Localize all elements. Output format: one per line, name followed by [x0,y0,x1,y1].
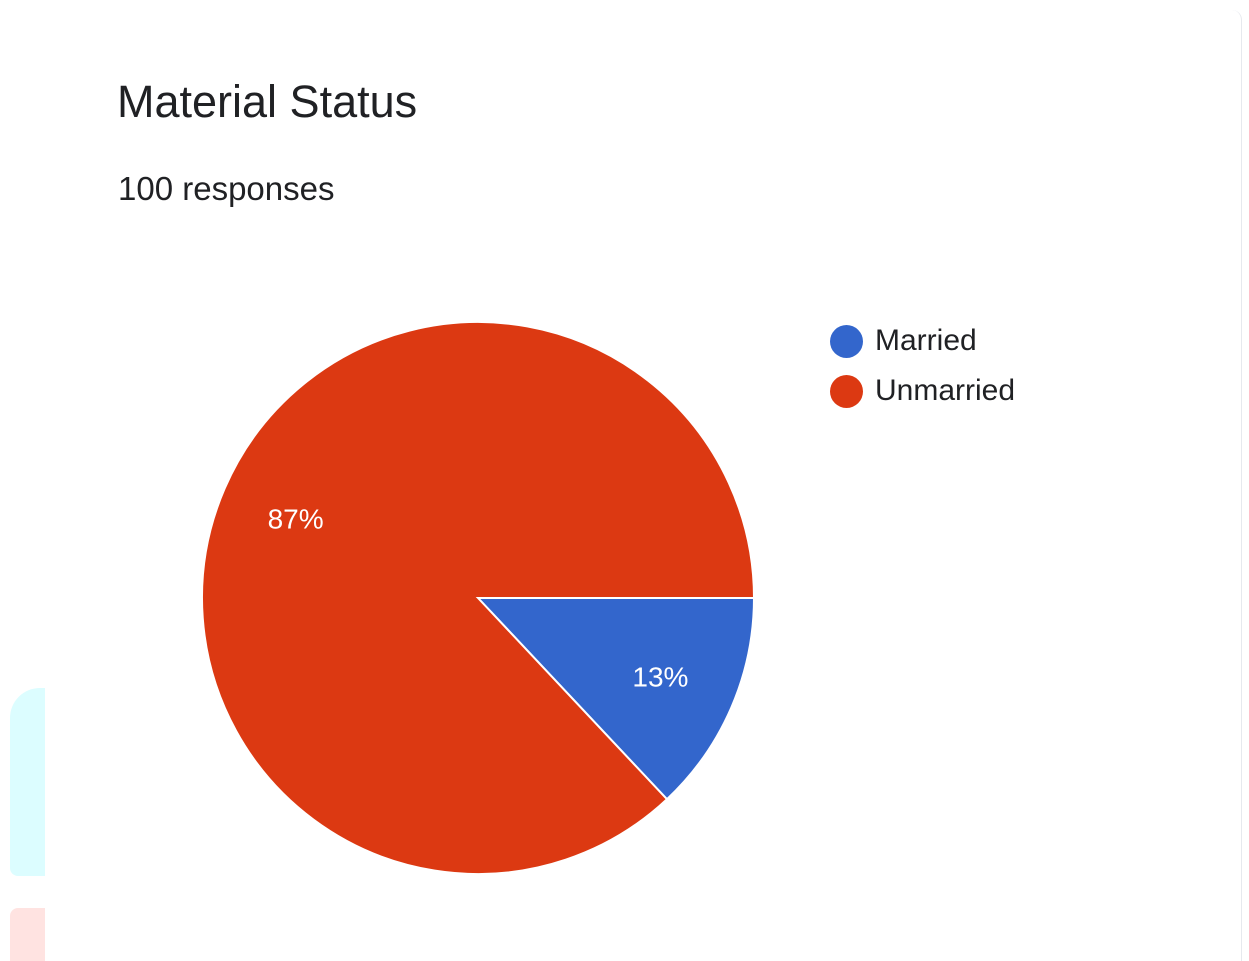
legend-label: Unmarried [875,374,1016,407]
background-card-edge-cyan [10,688,45,876]
chart-legend: Married Unmarried [830,316,1015,416]
pie-label-unmarried: 87% [268,504,324,535]
pie-slice-married[interactable] [475,597,756,801]
chart-title: Material Status [117,76,418,127]
pie-slice-unmarried[interactable] [201,321,756,875]
legend-item-unmarried[interactable]: Unmarried [830,366,1015,416]
legend-label: Married [875,324,977,357]
legend-swatch-icon [830,374,863,408]
background-card-edge-pink [10,908,45,961]
legend-item-married[interactable]: Married [830,316,1015,366]
pie-label-married: 13% [632,661,688,692]
response-count: 100 responses [118,170,335,207]
legend-swatch-icon [830,324,863,358]
